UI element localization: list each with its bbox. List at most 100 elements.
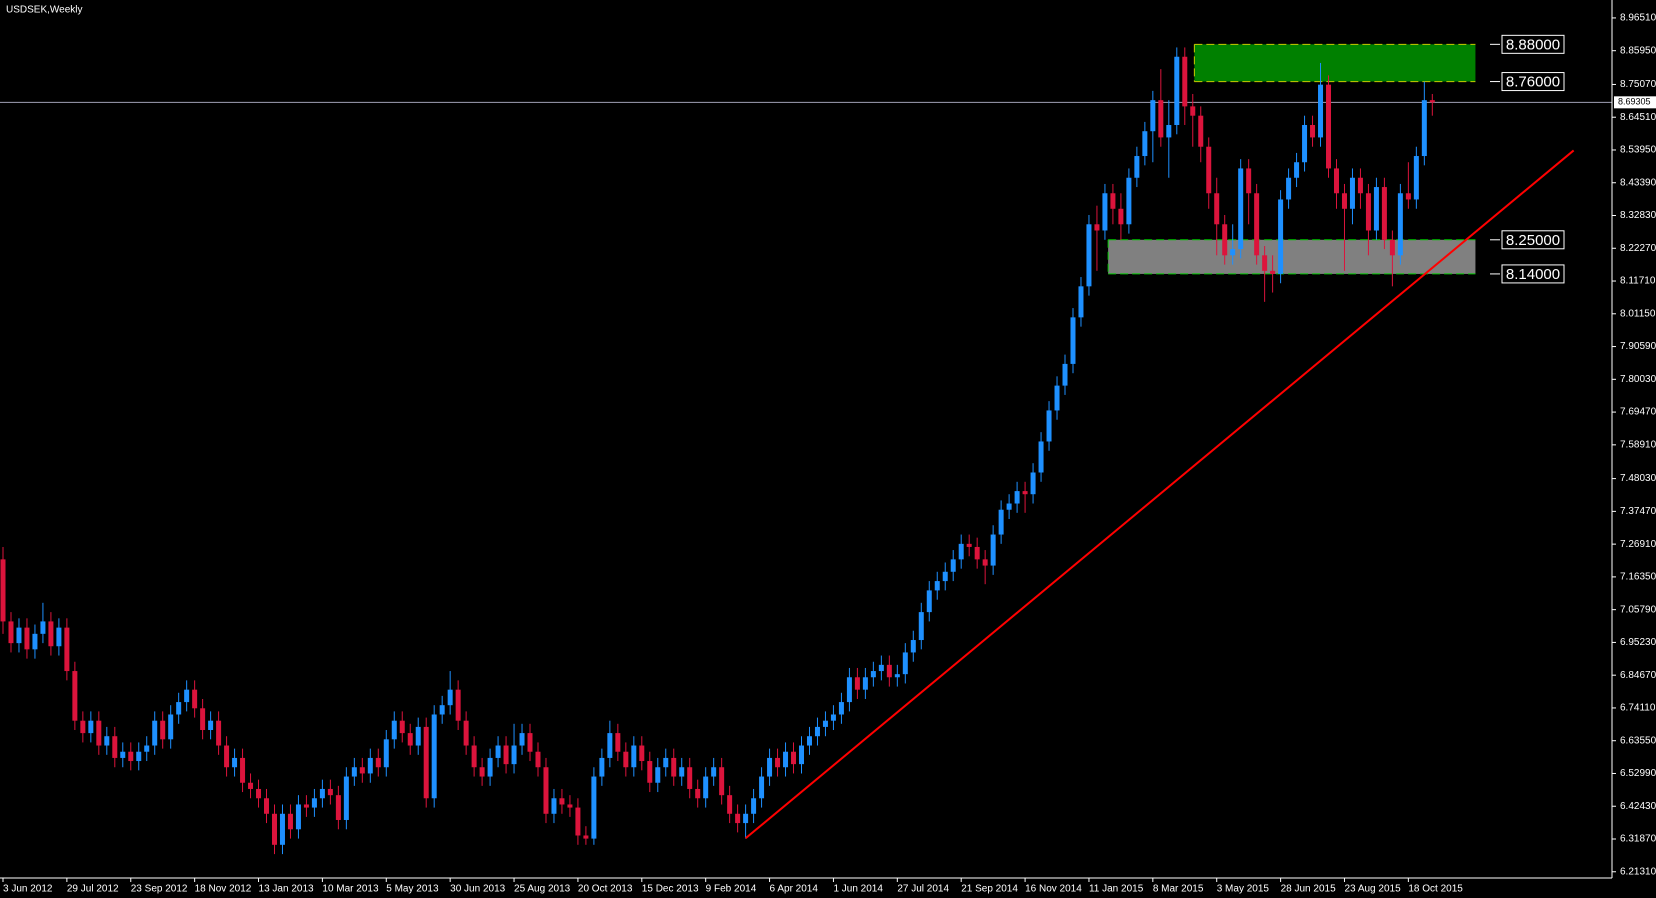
y-tick-label: 7.90590 — [1620, 341, 1656, 352]
chart-title: USDSEK,Weekly — [6, 5, 83, 16]
candle-body — [0, 559, 6, 622]
y-tick-label: 8.01150 — [1620, 308, 1656, 319]
candle-body — [934, 581, 940, 591]
candle-body — [599, 757, 605, 777]
candle-body — [639, 745, 645, 762]
y-tick-label: 7.16350 — [1620, 572, 1656, 583]
y-tick-label: 7.69470 — [1620, 407, 1656, 418]
candle-body — [1405, 193, 1411, 200]
x-tick-label: 29 Jul 2012 — [67, 884, 119, 895]
candle-body — [455, 689, 461, 721]
y-tick-label: 8.64510 — [1620, 112, 1656, 123]
y-tick-label: 7.37470 — [1620, 506, 1656, 517]
candle-body — [1118, 208, 1124, 225]
y-tick-label: 7.26910 — [1620, 539, 1656, 550]
zone — [1108, 239, 1476, 274]
level-label: 8.25000 — [1506, 232, 1560, 249]
candle-body — [1373, 187, 1379, 231]
candle-body — [719, 767, 725, 796]
candle-body — [176, 702, 182, 715]
candle-body — [303, 804, 309, 808]
candle-body — [168, 714, 174, 740]
candle-body — [822, 720, 828, 727]
candle-body — [503, 745, 509, 765]
candle-body — [671, 757, 677, 777]
candle-body — [1389, 239, 1395, 256]
candle-body — [679, 767, 685, 777]
candle-body — [184, 689, 190, 703]
candle-body — [160, 720, 166, 740]
level-label: 8.76000 — [1506, 74, 1560, 91]
candle-body — [583, 835, 589, 839]
candle-body — [1206, 146, 1212, 194]
candle-body — [1421, 100, 1427, 157]
candle-body — [1262, 255, 1268, 271]
candle-body — [471, 745, 477, 768]
candle-body — [1094, 224, 1100, 231]
candle-body — [942, 571, 948, 582]
y-tick-label: 8.11710 — [1620, 276, 1656, 287]
candle-body — [439, 705, 445, 715]
candle-body — [799, 745, 804, 765]
current-price-label: 8.69305 — [1618, 97, 1651, 107]
candle-body — [1365, 193, 1371, 231]
candle-body — [567, 804, 573, 808]
candle-body — [200, 708, 206, 731]
candle-body — [1413, 156, 1419, 200]
candle-body — [343, 776, 349, 820]
candle-body — [112, 736, 118, 758]
candle-body — [1150, 100, 1156, 132]
candle-body — [152, 720, 158, 746]
candle-body — [1006, 503, 1012, 510]
candle-body — [399, 720, 405, 734]
candle-body — [495, 745, 501, 758]
candle-body — [1294, 162, 1300, 178]
level-box — [1501, 264, 1565, 284]
candle-body — [271, 813, 277, 845]
candle-body — [623, 751, 629, 768]
candle-body — [1158, 100, 1164, 138]
candle-body — [1302, 125, 1308, 163]
x-tick-label: 21 Sep 2014 — [961, 884, 1018, 895]
candle-body — [1086, 224, 1092, 287]
candle-body — [48, 621, 54, 647]
y-tick-label: 6.74110 — [1620, 703, 1656, 714]
level-box — [1501, 230, 1565, 250]
candle-body — [1030, 472, 1036, 495]
candle-body — [759, 776, 765, 799]
candle-body — [104, 736, 110, 746]
candle-body — [128, 751, 134, 762]
candle-body — [431, 714, 437, 799]
candle-body — [743, 813, 749, 824]
candle-body — [232, 757, 238, 768]
candle-body — [1134, 156, 1140, 178]
candle-body — [1341, 193, 1347, 209]
level-box — [1501, 34, 1565, 54]
candle-body — [647, 761, 653, 783]
x-tick-label: 16 Nov 2014 — [1025, 884, 1082, 895]
candle-body — [1397, 193, 1403, 256]
candle-body — [1310, 125, 1316, 138]
candle-body — [703, 776, 709, 799]
candle-body — [423, 726, 429, 799]
candle-body — [1142, 131, 1148, 157]
candle-body — [1102, 193, 1108, 231]
candle-body — [1254, 193, 1260, 256]
x-tick-label: 11 Jan 2015 — [1089, 884, 1144, 895]
x-tick-label: 3 May 2015 — [1217, 884, 1270, 895]
candle-body — [1110, 193, 1116, 209]
candle-body — [319, 788, 325, 799]
candle-body — [870, 671, 876, 678]
candle-body — [1070, 317, 1076, 364]
candle-body — [735, 813, 741, 824]
candle-body — [24, 627, 30, 650]
candle-body — [854, 677, 860, 690]
candle-body — [631, 745, 637, 768]
candle-body — [1333, 168, 1339, 194]
candle-body — [311, 798, 317, 808]
candle-body — [783, 751, 789, 768]
candle-body — [487, 757, 493, 777]
candle-body — [695, 788, 701, 799]
candle-body — [990, 534, 996, 566]
candle-body — [391, 720, 397, 740]
